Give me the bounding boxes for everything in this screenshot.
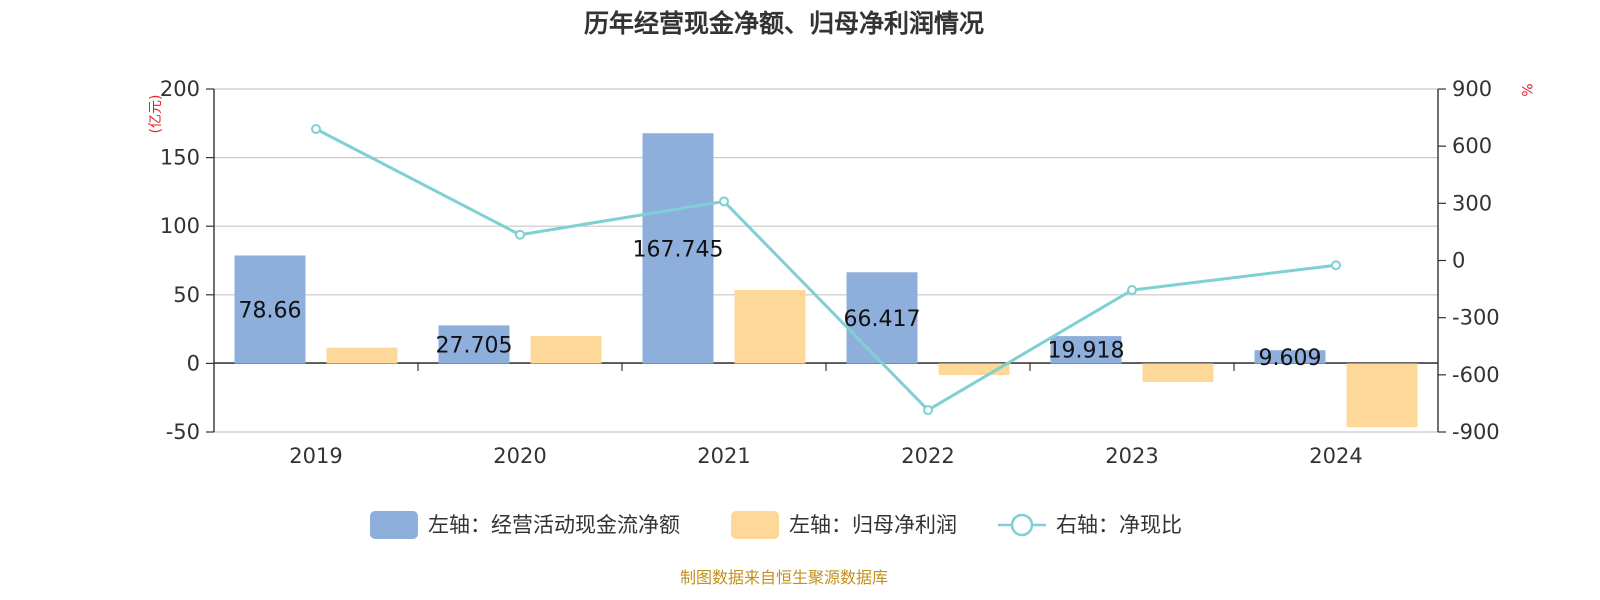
legend: 左轴：经营活动现金流净额 左轴：归母净利润 右轴：净现比	[370, 511, 1182, 539]
x-axis-ticks: 2019 2020 2021 2022 2023 2024	[289, 363, 1363, 468]
bar-operating-cash	[642, 133, 714, 364]
bar-net-profit	[734, 289, 806, 364]
legend-item-net-profit[interactable]: 左轴：归母净利润	[731, 511, 957, 539]
legend-swatch-operating-cash	[370, 511, 418, 539]
point-cash-ratio	[1127, 285, 1137, 296]
left-tick-label: 50	[173, 283, 200, 307]
x-tick-label: 2019	[289, 444, 342, 468]
data-label-operating-cash: 66.417	[844, 307, 921, 332]
right-tick-label: 900	[1452, 77, 1492, 101]
chart-title: 历年经营现金净额、归母净利润情况	[584, 9, 984, 38]
legend-label-net-profit: 左轴：归母净利润	[789, 513, 957, 537]
bar-net-profit	[938, 363, 1010, 376]
right-axis-ticks: 900 600 300 0 -300 -600 -900	[1438, 77, 1500, 444]
bars	[234, 133, 1418, 428]
left-axis-ticks: 200 150 100 50 0 -50	[160, 77, 214, 444]
left-axis-unit: (亿元)	[148, 95, 164, 134]
right-tick-label: -600	[1452, 363, 1500, 387]
legend-swatch-net-profit	[731, 511, 779, 539]
point-cash-ratio	[1331, 260, 1341, 271]
left-tick-label: 0	[187, 351, 200, 375]
right-tick-label: 600	[1452, 134, 1492, 158]
legend-marker-cash-ratio	[1010, 513, 1034, 537]
bar-data-labels: 78.66 27.705 167.745 66.417 19.918 9.609	[239, 237, 1322, 370]
data-label-operating-cash: 19.918	[1048, 339, 1125, 364]
data-source-note: 制图数据来自恒生聚源数据库	[680, 568, 888, 587]
legend-label-cash-ratio: 右轴：净现比	[1056, 513, 1182, 537]
ratio-line	[311, 124, 1341, 416]
bar-net-profit	[1346, 363, 1418, 428]
left-tick-label: 100	[160, 214, 200, 238]
x-tick-label: 2021	[697, 444, 750, 468]
right-tick-label: 300	[1452, 191, 1492, 215]
bar-operating-cash	[438, 325, 510, 364]
bar-net-profit	[1142, 363, 1214, 382]
left-tick-label: -50	[166, 420, 200, 444]
point-cash-ratio	[515, 229, 525, 240]
grid-lines	[214, 88, 1438, 433]
bar-net-profit	[530, 335, 602, 364]
bar-operating-cash	[846, 272, 918, 364]
right-tick-label: 0	[1452, 249, 1465, 273]
legend-item-operating-cash[interactable]: 左轴：经营活动现金流净额	[370, 511, 680, 539]
x-tick-label: 2022	[901, 444, 954, 468]
legend-item-cash-ratio[interactable]: 右轴：净现比	[998, 513, 1182, 537]
right-tick-label: -900	[1452, 420, 1500, 444]
left-tick-label: 200	[160, 77, 200, 101]
x-tick-label: 2024	[1309, 444, 1362, 468]
axes	[213, 89, 1439, 432]
bar-operating-cash	[234, 255, 306, 364]
point-cash-ratio	[923, 405, 933, 416]
right-axis-unit: %	[1518, 83, 1534, 96]
legend-label-operating-cash: 左轴：经营活动现金流净额	[428, 513, 680, 537]
point-cash-ratio	[311, 124, 321, 135]
x-tick-label: 2023	[1105, 444, 1158, 468]
x-tick-label: 2020	[493, 444, 546, 468]
data-label-operating-cash: 167.745	[633, 237, 724, 262]
bar-net-profit	[326, 347, 398, 364]
series-line-cash-ratio	[315, 127, 1337, 412]
left-tick-label: 150	[160, 146, 200, 170]
bar-operating-cash	[1050, 336, 1122, 364]
data-label-operating-cash: 9.609	[1259, 346, 1322, 371]
data-label-operating-cash: 27.705	[436, 333, 513, 358]
right-tick-label: -300	[1452, 306, 1500, 330]
point-cash-ratio	[719, 196, 729, 207]
bar-operating-cash	[1254, 350, 1326, 364]
data-label-operating-cash: 78.66	[239, 298, 302, 323]
